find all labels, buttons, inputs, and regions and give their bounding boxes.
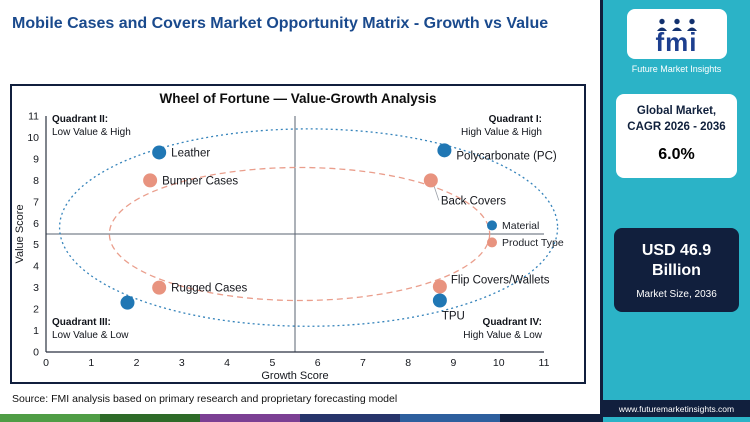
point-Bumper Cases bbox=[143, 173, 158, 188]
x-tick-label: 7 bbox=[360, 357, 366, 369]
color-strip-segment bbox=[0, 414, 100, 422]
y-tick-label: 3 bbox=[33, 282, 39, 294]
y-tick-label: 5 bbox=[33, 239, 39, 251]
color-strip-segment bbox=[400, 414, 500, 422]
point-Rugged Cases bbox=[152, 280, 167, 295]
x-tick-label: 4 bbox=[224, 357, 230, 369]
color-strip-segment bbox=[500, 414, 600, 422]
color-strip-segment bbox=[100, 414, 200, 422]
label-leader-line bbox=[433, 185, 440, 201]
brand-block: fmi Future Market Insights bbox=[603, 0, 750, 74]
point-Back Covers bbox=[423, 173, 438, 188]
y-tick-label: 7 bbox=[33, 196, 39, 208]
color-strip-segment bbox=[200, 414, 300, 422]
x-tick-label: 5 bbox=[269, 357, 275, 369]
series-ellipse bbox=[108, 166, 491, 302]
quadrant-title: Quadrant II: bbox=[52, 114, 108, 125]
y-tick-label: 8 bbox=[33, 175, 39, 187]
quadrant-title: Quadrant IV: bbox=[483, 317, 542, 328]
point-label: Flip Covers/Wallets bbox=[451, 275, 550, 287]
cagr-line1: Global Market, bbox=[636, 105, 717, 117]
legend-marker bbox=[487, 220, 497, 231]
legend-marker bbox=[487, 237, 497, 248]
color-strip bbox=[0, 414, 600, 422]
x-tick-label: 1 bbox=[88, 357, 94, 369]
y-tick-label: 6 bbox=[33, 218, 39, 230]
market-size-card: USD 46.9 Billion Market Size, 2036 bbox=[614, 227, 739, 313]
x-tick-label: 8 bbox=[405, 357, 411, 369]
cagr-line2: CAGR 2026 - 2036 bbox=[627, 120, 726, 133]
quadrant-subtitle: Low Value & Low bbox=[52, 330, 129, 341]
chart-title: Wheel of Fortune — Value-Growth Analysis bbox=[159, 91, 437, 106]
header: Mobile Cases and Covers Market Opportuni… bbox=[0, 0, 600, 80]
point-label: TPU bbox=[442, 311, 465, 323]
source-note: Source: FMI analysis based on primary re… bbox=[12, 393, 398, 405]
y-tick-label: 9 bbox=[33, 153, 39, 165]
point-Leather bbox=[152, 145, 167, 160]
point-label: Bumper Cases bbox=[162, 175, 238, 187]
y-tick-label: 2 bbox=[33, 304, 39, 316]
y-tick-label: 1 bbox=[33, 325, 39, 337]
y-tick-label: 11 bbox=[28, 111, 39, 123]
x-tick-label: 2 bbox=[134, 357, 140, 369]
quadrant-subtitle: High Value & Low bbox=[463, 330, 543, 341]
point-label: Rugged Cases bbox=[171, 283, 247, 295]
logo-people-icons bbox=[656, 18, 697, 31]
cagr-value: 6.0% bbox=[658, 146, 695, 164]
point-Polycarbonate (PC) bbox=[437, 143, 452, 158]
y-tick-label: 10 bbox=[27, 132, 39, 144]
point-label: Back Covers bbox=[441, 195, 506, 207]
market-size-label: Market Size, 2036 bbox=[636, 289, 717, 301]
point-unlabeled bbox=[120, 295, 135, 310]
brand-name: Future Market Insights bbox=[631, 64, 722, 74]
quadrant-subtitle: High Value & High bbox=[461, 127, 542, 138]
x-axis-label: Growth Score bbox=[261, 370, 328, 382]
point-Flip Covers/Wallets bbox=[432, 279, 447, 294]
legend-label: Material bbox=[502, 220, 539, 232]
quadrant-title: Quadrant III: bbox=[52, 317, 111, 328]
market-size-value: USD 46.9 Billion bbox=[641, 241, 712, 280]
fmi-logo: fmi bbox=[626, 9, 727, 59]
point-label: Polycarbonate (PC) bbox=[456, 150, 557, 162]
legend-label: Product Type bbox=[502, 237, 564, 249]
chart-panel: Wheel of Fortune — Value-Growth Analysis… bbox=[10, 84, 586, 384]
x-tick-label: 6 bbox=[315, 357, 321, 369]
quadrant-title: Quadrant I: bbox=[489, 114, 542, 125]
cagr-card: Global Market, CAGR 2026 - 2036 6.0% bbox=[616, 94, 737, 178]
sidebar: fmi Future Market Insights Global Market… bbox=[600, 0, 750, 422]
x-tick-label: 3 bbox=[179, 357, 185, 369]
website-strip: www.futuremarketinsights.com bbox=[603, 400, 750, 417]
x-tick-label: 10 bbox=[493, 357, 505, 369]
point-label: Leather bbox=[171, 147, 210, 159]
y-tick-label: 0 bbox=[33, 347, 39, 359]
logo-wordmark: fmi bbox=[655, 26, 698, 57]
color-strip-segment bbox=[300, 414, 400, 422]
x-tick-label: 0 bbox=[43, 357, 49, 369]
x-tick-label: 9 bbox=[451, 357, 457, 369]
x-tick-label: 11 bbox=[539, 357, 550, 369]
quadrant-subtitle: Low Value & High bbox=[52, 127, 131, 138]
point-TPU bbox=[432, 293, 447, 308]
y-axis-label: Value Score bbox=[14, 204, 26, 263]
scatter-plot: 0 1 2 3 4 5 6 7 8 9 10 11 0 1 2 3 4 5 6 7 8 9 10 11 Growth Score… bbox=[14, 111, 564, 383]
page-title: Mobile Cases and Covers Market Opportuni… bbox=[12, 15, 549, 32]
y-tick-label: 4 bbox=[33, 261, 39, 273]
